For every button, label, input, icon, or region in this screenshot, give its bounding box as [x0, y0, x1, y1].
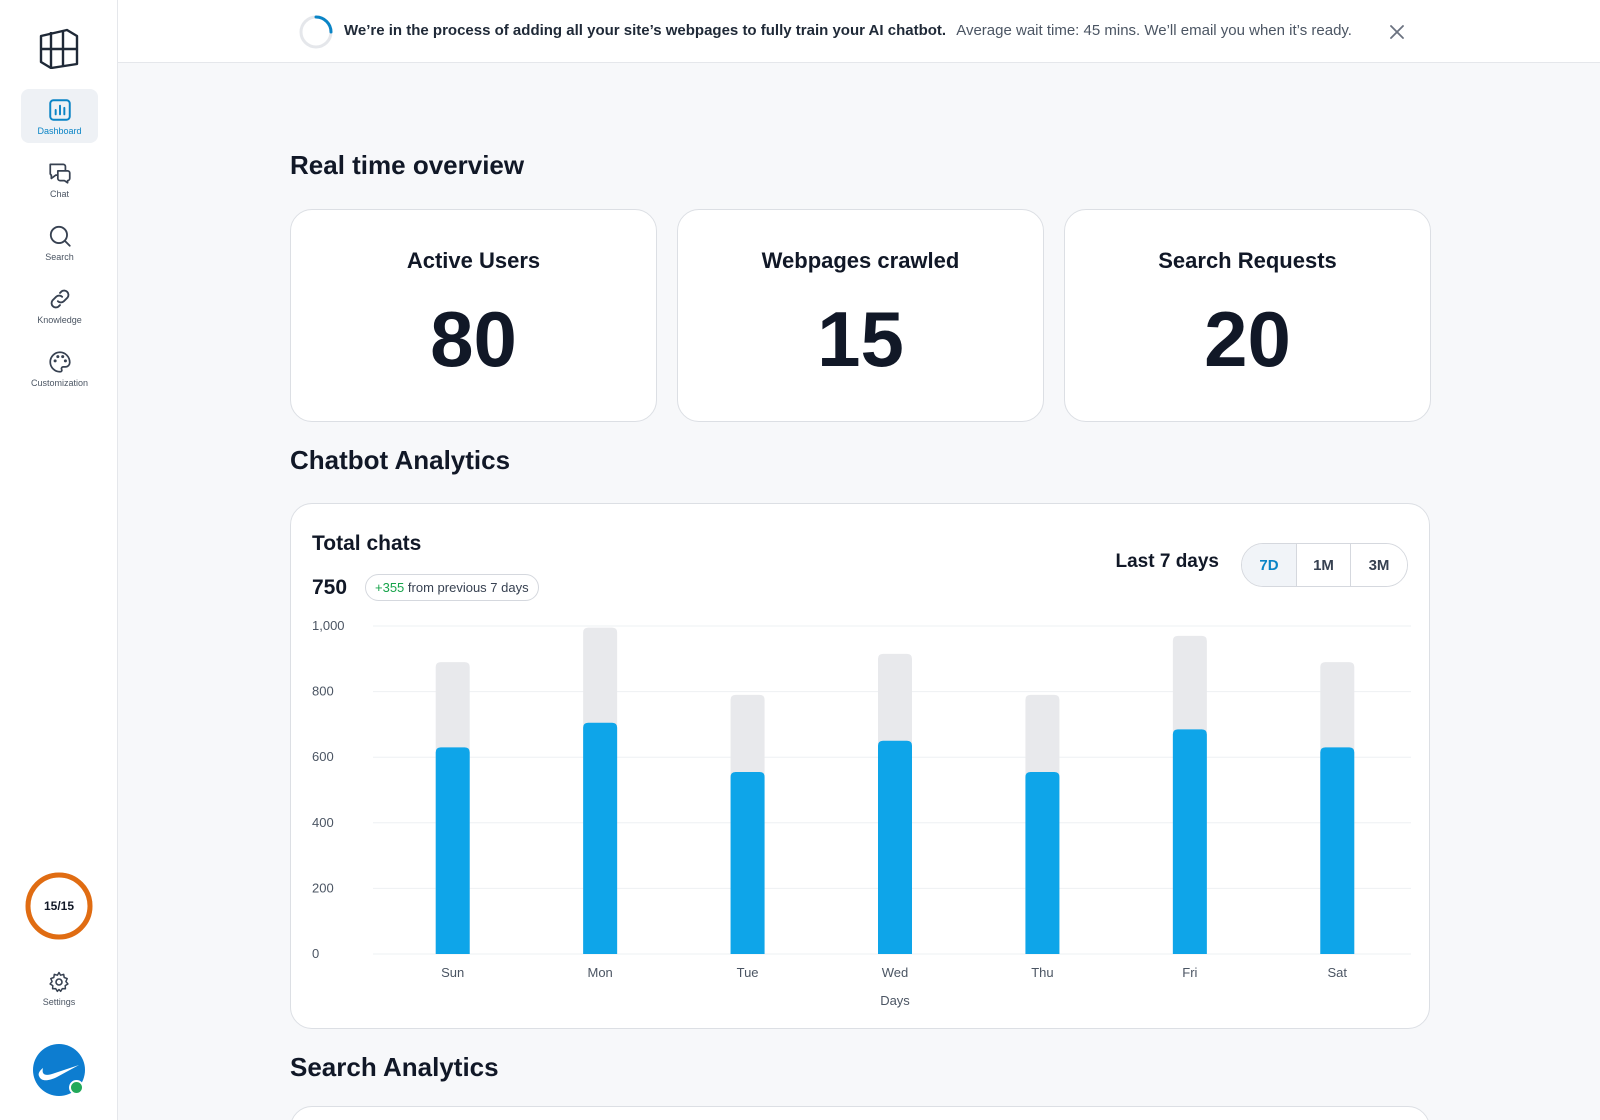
stat-card-webpages-crawled: Webpages crawled 15: [677, 209, 1044, 422]
search-icon: [49, 225, 71, 247]
bar: [1320, 747, 1355, 954]
banner-strong-text: We’re in the process of adding all your …: [344, 22, 947, 39]
x-tick-label: Tue: [737, 965, 759, 980]
sidebar-item-label: Search: [45, 251, 74, 262]
x-tick-label: Thu: [1031, 965, 1053, 980]
brand-swoosh-icon: [38, 1065, 79, 1081]
stat-card-search-requests: Search Requests 20: [1064, 209, 1431, 422]
total-chats-value: 750: [312, 576, 348, 599]
range-selector: 7D 1M 3M: [1241, 543, 1408, 587]
x-axis-title: Days: [880, 993, 910, 1008]
chat-bubbles-icon: [48, 162, 71, 184]
delta-value: +355: [375, 580, 405, 595]
y-tick-label: 0: [312, 946, 319, 961]
stat-value: 80: [430, 295, 517, 383]
x-tick-label: Fri: [1182, 965, 1197, 980]
usage-ring-fill: [25, 872, 93, 940]
bar: [435, 747, 470, 954]
training-banner: We’re in the process of adding all your …: [118, 0, 1600, 63]
palette-icon: [48, 350, 71, 373]
close-icon[interactable]: [1386, 21, 1408, 43]
usage-ring[interactable]: [23, 870, 95, 942]
stat-label: Search Requests: [1158, 248, 1337, 273]
stat-value: 15: [817, 295, 904, 383]
sidebar-item-label: Customization: [30, 377, 89, 388]
range-7d-button[interactable]: 7D: [1242, 544, 1296, 586]
sidebar-item-label: Knowledge: [37, 314, 82, 325]
stat-label: Webpages crawled: [761, 248, 960, 273]
bar: [878, 740, 912, 954]
search-analytics-card: [290, 1106, 1430, 1120]
app-logo-icon[interactable]: [38, 27, 80, 69]
bar: [1025, 771, 1060, 954]
bar: [730, 771, 765, 954]
sidebar-item-label: Dashboard: [37, 125, 82, 136]
total-chats-card: Total chats 750 +355 from previous 7 day…: [290, 503, 1430, 1029]
sidebar-item-label: Chat: [49, 188, 69, 199]
x-tick-label: Mon: [587, 965, 612, 980]
loading-spinner-icon: [299, 15, 333, 49]
x-tick-label: Sat: [1328, 965, 1348, 980]
x-tick-label: Sun: [441, 965, 464, 980]
stat-value: 20: [1204, 295, 1291, 383]
bar-chart-icon: [48, 98, 71, 121]
range-1m-button[interactable]: 1M: [1296, 544, 1350, 586]
bar: [1172, 729, 1207, 954]
banner-muted-text: Average wait time: 45 mins. We’ll email …: [956, 22, 1352, 39]
delta-text: from previous 7 days: [407, 580, 529, 595]
y-tick-label: 1,000: [312, 618, 345, 633]
y-tick-label: 800: [312, 684, 334, 699]
banner-message: We’re in the process of adding all your …: [344, 22, 1352, 39]
range-3m-button[interactable]: 3M: [1350, 544, 1407, 586]
range-label: Last 7 days: [1115, 551, 1220, 572]
sidebar-item-chat[interactable]: Chat: [21, 152, 98, 206]
delta-badge: +355 from previous 7 days: [365, 574, 539, 601]
settings-label: Settings: [42, 997, 76, 1007]
chart-title: Total chats: [312, 532, 422, 555]
sidebar-item-dashboard[interactable]: Dashboard: [21, 89, 98, 143]
y-tick-label: 400: [312, 815, 334, 830]
total-chats-chart: 0 200 400 600 800 1,000 Sun Mon Tue Wed Thu Fri Sat D…: [312, 618, 1411, 1008]
search-analytics-title: Search Analytics: [290, 1052, 499, 1082]
overview-title: Real time overview: [290, 150, 525, 180]
gear-icon: [49, 971, 69, 993]
sidebar: Dashboard Chat Search Knowledge Customi: [0, 0, 118, 1120]
bar: [583, 722, 618, 954]
stat-label: Active Users: [406, 248, 541, 273]
link-icon: [50, 289, 69, 308]
online-status-dot: [69, 1080, 84, 1095]
y-tick-label: 600: [312, 749, 334, 764]
y-tick-label: 200: [312, 880, 334, 895]
avatar[interactable]: [33, 1044, 85, 1096]
sidebar-item-customization[interactable]: Customization: [21, 341, 98, 395]
stat-card-active-users: Active Users 80: [290, 209, 657, 422]
x-tick-label: Wed: [882, 965, 909, 980]
sidebar-item-knowledge[interactable]: Knowledge: [21, 278, 98, 332]
sidebar-item-search[interactable]: Search: [21, 215, 98, 269]
usage-count: 15/15: [43, 899, 75, 913]
chatbot-analytics-title: Chatbot Analytics: [290, 445, 511, 475]
sidebar-item-settings[interactable]: Settings: [28, 970, 90, 1018]
